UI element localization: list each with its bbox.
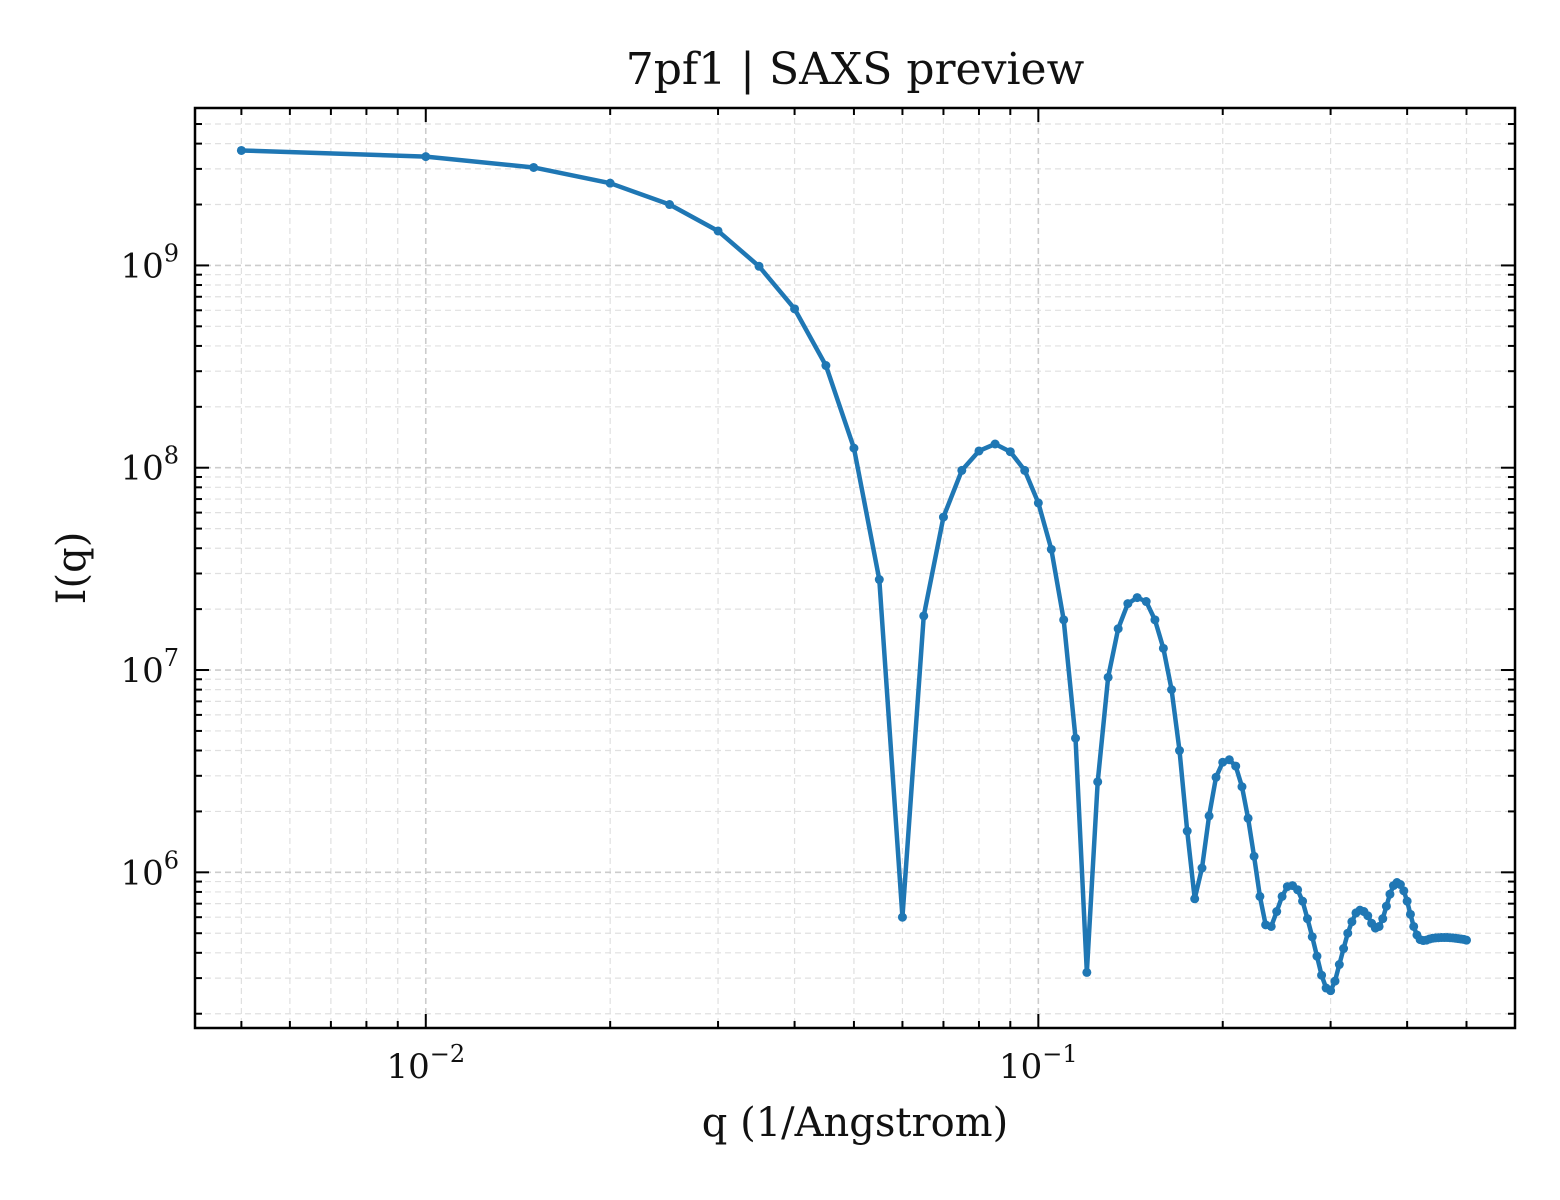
y-tick-label: 107 [120, 644, 179, 691]
data-point [1020, 465, 1030, 475]
data-point [1266, 921, 1276, 931]
y-tick-label: 109 [120, 239, 179, 286]
data-point [1363, 911, 1373, 921]
data-point [957, 465, 967, 475]
data-point [1255, 891, 1265, 901]
data-point [1399, 886, 1409, 896]
series-layer [236, 145, 1471, 996]
data-point [1385, 889, 1395, 899]
data-point [1272, 907, 1282, 917]
data-point [1339, 944, 1349, 954]
data-point [1298, 896, 1308, 906]
data-point [1059, 615, 1069, 625]
tick-labels: 10−2 10−1 106 107 108 109 [120, 239, 1077, 1087]
data-point [1197, 863, 1207, 873]
data-point [1409, 921, 1419, 931]
data-point [754, 261, 764, 271]
data-point [1243, 813, 1253, 823]
data-point [1204, 811, 1214, 821]
data-point [919, 611, 929, 621]
data-point [1249, 851, 1259, 861]
data-point [1330, 976, 1340, 986]
data-point [1343, 928, 1353, 938]
plot-area-frame [193, 106, 1517, 1030]
data-point [665, 200, 675, 210]
data-point [1046, 544, 1056, 554]
data-point [1381, 901, 1391, 911]
data-point [938, 512, 948, 522]
data-point [713, 226, 723, 236]
y-tick-label: 106 [120, 846, 179, 893]
data-point [790, 304, 800, 314]
series-points [236, 145, 1471, 996]
data-point [421, 152, 431, 162]
x-axis-label: q (1/Angstrom) [702, 1100, 1008, 1146]
data-point [821, 361, 831, 371]
data-point [1182, 826, 1192, 836]
data-point [1224, 755, 1234, 765]
data-point [874, 575, 884, 585]
data-point [236, 145, 246, 155]
data-point [1071, 733, 1081, 743]
data-point [1113, 624, 1123, 634]
data-point [1167, 685, 1177, 695]
data-point [1347, 917, 1357, 927]
data-point [1175, 746, 1184, 756]
data-point [1237, 782, 1247, 792]
data-point [1405, 909, 1415, 919]
data-point [1302, 914, 1312, 924]
data-point [1033, 498, 1043, 508]
data-point [1150, 615, 1160, 625]
data-point [1132, 593, 1142, 603]
data-point [1312, 951, 1322, 961]
data-point [1402, 896, 1412, 906]
axis-ticks [195, 107, 1515, 1028]
data-point [849, 443, 859, 453]
data-point [974, 446, 984, 456]
y-axis-label: I(q) [49, 532, 95, 605]
chart-title: 7pf1 | SAXS preview [626, 44, 1085, 95]
data-point [1307, 932, 1317, 942]
data-point [990, 439, 1000, 449]
data-point [1082, 967, 1092, 977]
data-point [1123, 599, 1133, 609]
y-tick-label: 108 [120, 442, 179, 489]
data-point [1141, 597, 1151, 607]
data-point [1317, 970, 1327, 980]
data-point [1277, 891, 1287, 901]
data-point [1334, 960, 1344, 970]
data-point [1103, 672, 1113, 682]
data-point [897, 912, 907, 922]
x-tick-label: 10−1 [999, 1040, 1078, 1087]
data-point [1293, 885, 1303, 895]
data-point [1005, 447, 1015, 457]
data-point [1326, 986, 1336, 996]
data-point [1093, 777, 1103, 787]
data-point [529, 162, 539, 172]
data-point [1190, 894, 1200, 904]
data-point [1231, 761, 1241, 771]
data-point [1462, 935, 1471, 945]
data-point [1211, 772, 1221, 782]
data-point [605, 178, 615, 188]
grid [195, 107, 1515, 1028]
data-point [1158, 643, 1168, 653]
data-point [1374, 921, 1384, 931]
data-point [1378, 914, 1388, 924]
x-tick-label: 10−2 [386, 1040, 465, 1087]
